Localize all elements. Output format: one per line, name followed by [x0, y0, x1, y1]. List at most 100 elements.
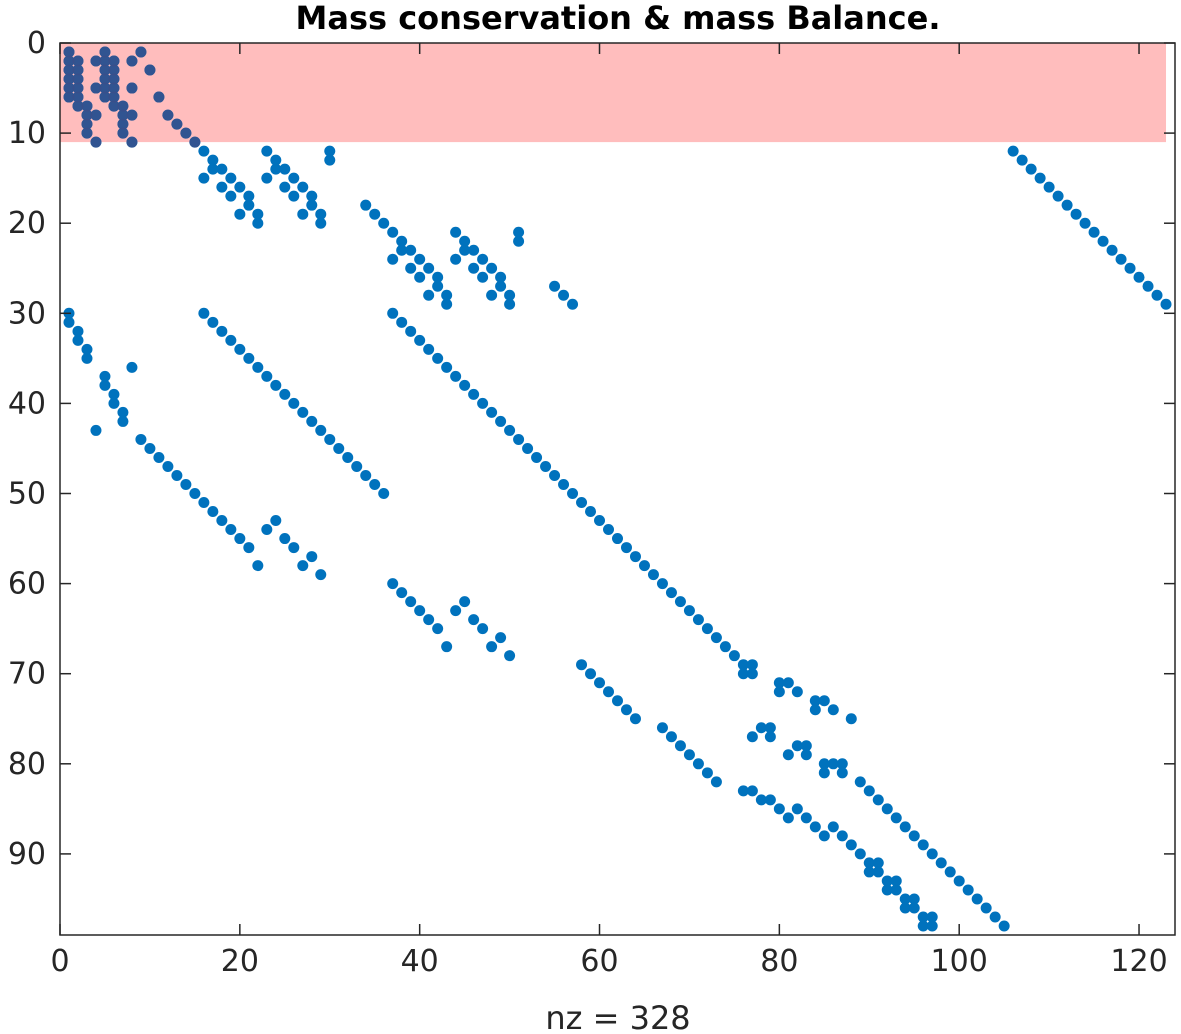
data-point-highlighted: [108, 100, 120, 112]
data-point: [243, 190, 255, 202]
data-point: [773, 686, 785, 698]
data-point-highlighted: [81, 109, 93, 121]
data-point: [162, 460, 174, 472]
data-point: [432, 352, 444, 364]
data-point: [746, 659, 758, 671]
data-point: [782, 812, 794, 824]
data-point: [782, 749, 794, 761]
data-point: [594, 515, 606, 527]
data-point: [818, 695, 830, 707]
data-point-highlighted: [72, 55, 84, 67]
data-point: [504, 298, 516, 310]
data-point-highlighted: [90, 136, 102, 148]
data-point: [908, 902, 920, 914]
data-point: [405, 596, 417, 608]
data-point: [1088, 226, 1100, 238]
data-point: [234, 208, 246, 220]
data-point: [468, 614, 480, 626]
data-point: [450, 605, 462, 617]
data-point: [1061, 199, 1073, 211]
data-point: [342, 451, 354, 463]
axes-box: [59, 42, 1176, 936]
data-point: [899, 893, 911, 905]
data-point: [719, 641, 731, 653]
data-point: [809, 695, 821, 707]
data-point-highlighted: [72, 100, 84, 112]
data-point-highlighted: [63, 91, 75, 103]
data-point: [270, 163, 282, 175]
data-point: [890, 875, 902, 887]
data-point: [477, 253, 489, 265]
data-point: [486, 641, 498, 653]
data-point: [459, 379, 471, 391]
data-point: [917, 911, 929, 923]
data-point: [845, 839, 857, 851]
data-point-highlighted: [180, 127, 192, 139]
data-point: [432, 271, 444, 283]
data-point: [612, 533, 623, 545]
data-point: [944, 866, 956, 878]
data-point: [1079, 217, 1091, 229]
data-point: [405, 325, 417, 337]
data-point-highlighted: [63, 73, 75, 85]
data-point-highlighted: [162, 109, 174, 121]
data-point: [225, 190, 237, 202]
data-point: [414, 253, 426, 265]
x-tick-label: 80: [760, 944, 798, 979]
data-point: [863, 785, 875, 797]
data-point: [279, 163, 291, 175]
data-point: [324, 154, 336, 166]
data-point: [261, 172, 273, 184]
data-point: [243, 542, 255, 554]
data-point: [495, 632, 507, 644]
data-point: [863, 857, 875, 869]
data-point: [261, 370, 273, 382]
data-point: [603, 686, 615, 698]
y-tick-label: 80: [8, 747, 46, 782]
data-point: [207, 154, 219, 166]
data-point: [225, 524, 237, 536]
data-point: [468, 244, 480, 256]
data-point: [683, 749, 695, 761]
data-point: [315, 569, 327, 581]
data-point: [674, 596, 686, 608]
data-point: [899, 902, 911, 914]
x-axis-label: nz = 328: [545, 999, 690, 1034]
data-point-highlighted: [72, 91, 84, 103]
data-point: [288, 397, 300, 409]
data-point: [477, 623, 489, 635]
data-point: [647, 569, 659, 581]
y-tick-label: 0: [27, 26, 46, 61]
data-point: [827, 704, 839, 716]
data-point: [207, 506, 219, 518]
data-point: [198, 497, 210, 509]
data-point: [234, 181, 246, 193]
data-point: [1142, 280, 1154, 292]
x-tick-label: 100: [931, 944, 988, 979]
data-point-highlighted: [108, 55, 120, 67]
data-point: [908, 830, 920, 842]
data-point: [989, 911, 1001, 923]
data-point: [612, 695, 623, 707]
data-point: [576, 497, 588, 509]
data-point: [836, 767, 848, 779]
data-point: [423, 343, 435, 355]
data-point: [450, 253, 462, 265]
data-point: [306, 190, 318, 202]
data-point: [405, 262, 417, 274]
data-point: [414, 271, 426, 283]
data-point: [504, 650, 516, 662]
data-point: [216, 163, 228, 175]
data-point-highlighted: [117, 118, 129, 130]
data-point-highlighted: [135, 46, 147, 58]
data-point: [1025, 163, 1037, 175]
data-point: [459, 235, 471, 247]
data-point: [683, 605, 695, 617]
data-point: [423, 262, 435, 274]
data-point: [198, 145, 210, 157]
data-point: [665, 587, 677, 599]
data-point-highlighted: [90, 55, 102, 67]
ticks-layer: 0 20 40 60 80 100 120 0 10 20 30 40 50 60 70 80 90: [8, 26, 1175, 979]
data-point: [279, 533, 291, 545]
data-point: [1133, 271, 1145, 283]
